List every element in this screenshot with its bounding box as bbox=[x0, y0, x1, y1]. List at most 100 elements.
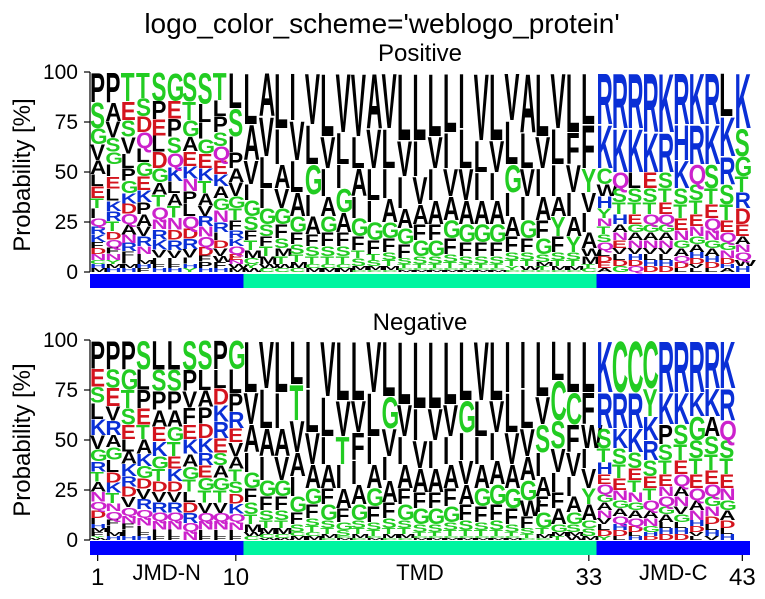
logo-letter-I: I bbox=[90, 516, 96, 525]
logo-letter-G: G bbox=[213, 196, 231, 214]
logo-letter-D: D bbox=[704, 514, 720, 526]
logo-letter-E: E bbox=[612, 476, 627, 494]
logo-letter-V: V bbox=[489, 133, 504, 182]
logo-letter-D: D bbox=[627, 259, 643, 268]
logo-letter-S: S bbox=[305, 243, 320, 259]
logo-letter-K: K bbox=[689, 61, 705, 141]
logo-letter-G: G bbox=[136, 464, 154, 483]
logo-letter-S: S bbox=[550, 413, 565, 457]
logo-letter-S: S bbox=[504, 522, 519, 534]
logo-letter-N: N bbox=[213, 519, 229, 532]
logo-letter-Q: Q bbox=[197, 235, 215, 251]
logo-letter-E: E bbox=[689, 471, 704, 492]
logo-letter-S: S bbox=[90, 97, 105, 137]
logo-letter-L: L bbox=[182, 490, 196, 506]
logo-letter-Q: Q bbox=[105, 509, 123, 522]
logo-letter-L: L bbox=[658, 521, 672, 530]
logo-letter-F: F bbox=[320, 484, 334, 509]
logo-letter-L: L bbox=[566, 57, 580, 150]
logo-letter-E: E bbox=[673, 457, 688, 478]
logo-letter-F: F bbox=[351, 233, 365, 254]
logo-letter-A: A bbox=[182, 452, 199, 471]
logo-letter-G: G bbox=[320, 212, 338, 237]
logo-letter-A: A bbox=[243, 417, 259, 461]
logo-letter-K: K bbox=[719, 106, 736, 168]
logo-letter-S: S bbox=[182, 334, 197, 380]
logo-letter-C: C bbox=[336, 263, 352, 269]
logo-letter-L: L bbox=[351, 325, 365, 418]
logo-letter-E: E bbox=[627, 211, 642, 227]
logo-letter-R: R bbox=[689, 329, 705, 409]
logo-letter-K: K bbox=[612, 424, 629, 455]
logo-letter-S: S bbox=[136, 94, 151, 122]
logo-letter-G: G bbox=[228, 194, 246, 212]
logo-letter-W: W bbox=[581, 246, 603, 258]
logo-letter-S: S bbox=[121, 403, 136, 429]
logo-letter-T: T bbox=[151, 192, 165, 211]
logo-letter-A: A bbox=[443, 459, 459, 496]
logo-letter-N: N bbox=[719, 248, 735, 260]
logo-letter-Q: Q bbox=[612, 514, 630, 526]
logo-letter-N: N bbox=[643, 238, 659, 250]
logo-letter-P: P bbox=[90, 333, 105, 377]
logo-letter-A: A bbox=[136, 212, 152, 230]
logo-letter-A: A bbox=[474, 195, 490, 232]
logo-letter-T: T bbox=[504, 531, 518, 537]
logo-letter-G: G bbox=[213, 475, 231, 494]
logo-letter-R: R bbox=[105, 208, 122, 224]
logo-letter-P: P bbox=[658, 420, 673, 451]
logo-letter-K: K bbox=[735, 59, 751, 146]
logo-letter-L: L bbox=[643, 253, 657, 262]
logo-letter-T: T bbox=[719, 454, 733, 479]
logo-letter-W: W bbox=[243, 531, 265, 537]
logo-letter-L: L bbox=[689, 535, 703, 541]
logo-letter-Q: Q bbox=[627, 265, 645, 274]
logo-letter-H: H bbox=[689, 519, 705, 528]
logo-letter-H: H bbox=[90, 523, 106, 529]
logo-letter-N: N bbox=[597, 508, 613, 520]
logo-letter-T: T bbox=[689, 454, 703, 479]
logo-letter-T: T bbox=[658, 185, 672, 206]
logo-letter-C: C bbox=[581, 267, 597, 273]
region-bar-tmd bbox=[243, 274, 597, 288]
logo-letter-L: L bbox=[336, 325, 350, 418]
logo-letter-S: S bbox=[105, 365, 120, 394]
logo-letter-L: L bbox=[336, 125, 350, 174]
logo-letter-R: R bbox=[719, 149, 735, 193]
logo-letter-E: E bbox=[121, 421, 136, 444]
logo-letter-Y: Y bbox=[597, 205, 613, 221]
logo-letter-P: P bbox=[182, 189, 197, 208]
logo-letter-T: T bbox=[259, 518, 273, 530]
logo-letter-G: G bbox=[382, 218, 400, 243]
logo-letter-L: L bbox=[627, 168, 641, 193]
logo-letter-M: M bbox=[243, 248, 262, 260]
logo-letter-C: C bbox=[458, 536, 475, 539]
logo-letter-E: E bbox=[197, 463, 212, 482]
logo-letter-T: T bbox=[366, 253, 381, 262]
logo-letter-V: V bbox=[243, 385, 258, 434]
logo-letter-S: S bbox=[689, 436, 704, 464]
logo-letter-I: I bbox=[259, 451, 265, 488]
logo-letter-M: M bbox=[581, 535, 600, 541]
logo-letter-F: F bbox=[243, 227, 257, 243]
logo-letter-G: G bbox=[290, 492, 308, 517]
logo-letter-S: S bbox=[290, 522, 305, 534]
logo-letter-L: L bbox=[550, 330, 564, 392]
logo-letter-F: F bbox=[121, 250, 135, 260]
logo-letter-D: D bbox=[612, 259, 628, 268]
logo-letter-T: T bbox=[704, 450, 718, 475]
logo-letter-G: G bbox=[136, 159, 154, 180]
logo-letter-S: S bbox=[627, 185, 642, 206]
logo-letter-D: D bbox=[673, 533, 689, 542]
logo-letter-H: H bbox=[213, 267, 229, 273]
logo-letter-A: A bbox=[550, 504, 566, 529]
logo-letter-R: R bbox=[182, 237, 199, 253]
logo-letter-C: C bbox=[520, 270, 537, 273]
logo-letter-S: S bbox=[382, 515, 397, 531]
logo-letter-L: L bbox=[366, 380, 380, 449]
logo-letter-D: D bbox=[182, 500, 198, 516]
logo-letter-Q: Q bbox=[167, 511, 185, 524]
logo-letter-S: S bbox=[167, 364, 182, 398]
logo-letter-L: L bbox=[550, 120, 564, 175]
